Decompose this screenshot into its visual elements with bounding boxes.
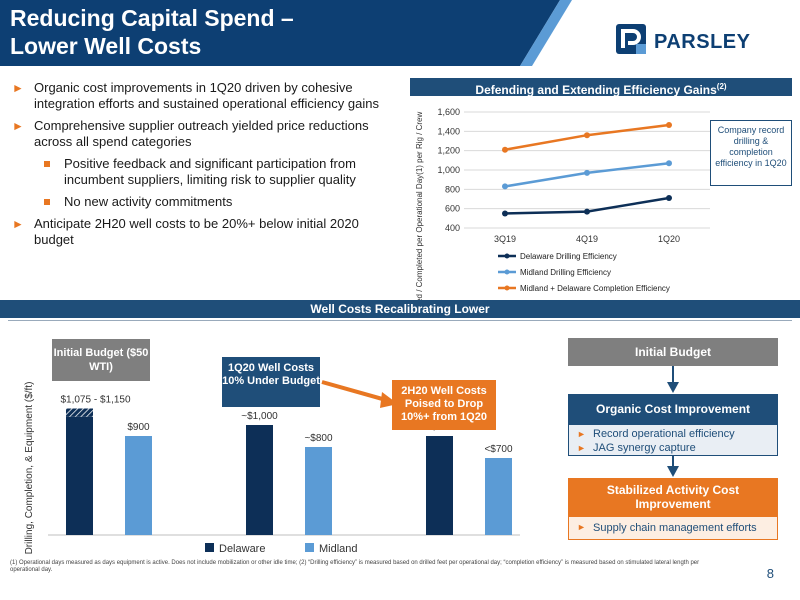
page-number: 8 bbox=[766, 566, 774, 581]
efficiency-title-text: Defending and Extending Efficiency Gains bbox=[475, 83, 717, 97]
organic-cost-list: Record operational efficiency JAG synerg… bbox=[568, 424, 778, 456]
bar-value-label: $1,075 - $1,150 bbox=[60, 395, 130, 406]
flow-organic-cost-improvement: Organic Cost Improvement bbox=[568, 394, 778, 424]
orange-arrow-icon bbox=[321, 380, 398, 408]
title-line-2: Lower Well Costs bbox=[10, 33, 202, 59]
flow-initial-budget: Initial Budget bbox=[568, 338, 778, 366]
bullet-list: Organic cost improvements in 1Q20 driven… bbox=[12, 80, 392, 254]
line-x-tick-label: 1Q20 bbox=[658, 234, 680, 244]
organic-item-1: Record operational efficiency bbox=[577, 427, 777, 441]
line-point bbox=[502, 183, 508, 190]
line-y-tick-label: 800 bbox=[445, 184, 460, 194]
line-point bbox=[502, 146, 508, 153]
line-point bbox=[502, 210, 508, 217]
bullet-3: Anticipate 2H20 well costs to be 20%+ be… bbox=[12, 216, 392, 248]
line-point bbox=[666, 122, 672, 129]
line-x-tick-label: 3Q19 bbox=[494, 234, 516, 244]
footnote: (1) Operational days measured as days eq… bbox=[10, 560, 700, 573]
efficiency-title-footnote: (2) bbox=[716, 82, 727, 91]
line-legend-marker bbox=[504, 269, 510, 275]
well-costs-bar-chart: Drilling, Completion, & Equipment ($/ft)… bbox=[20, 330, 560, 560]
page-title: Reducing Capital Spend – Lower Well Cost… bbox=[10, 4, 530, 60]
line-legend-label: Delaware Drilling Efficiency bbox=[520, 252, 617, 261]
down-arrow-icon bbox=[667, 366, 679, 393]
bullet-2: Comprehensive supplier outreach yielded … bbox=[12, 118, 392, 150]
bar-delaware bbox=[66, 416, 93, 535]
bar-legend-swatch bbox=[305, 543, 314, 552]
sub-bullet-1: Positive feedback and significant partic… bbox=[12, 156, 392, 188]
initial-budget-label: Initial Budget ($50 WTI) bbox=[52, 339, 150, 381]
line-y-tick-label: 1,600 bbox=[437, 107, 460, 117]
line-legend-marker bbox=[504, 253, 510, 259]
efficiency-line-chart: Footage Drilled / Completed per Operatio… bbox=[410, 100, 800, 348]
line-y-tick-label: 600 bbox=[445, 204, 460, 214]
bar-value-label: ~$800 bbox=[304, 433, 333, 444]
well-costs-chart-svg: Drilling, Completion, & Equipment ($/ft)… bbox=[24, 382, 520, 555]
well-costs-frame bbox=[8, 320, 792, 550]
line-point bbox=[584, 132, 590, 139]
bar-midland bbox=[125, 436, 152, 535]
line-point bbox=[584, 169, 590, 176]
down-arrow-icon-2 bbox=[667, 456, 679, 477]
organic-item-2: JAG synergy capture bbox=[577, 441, 777, 455]
logo-text: PARSLEY bbox=[654, 31, 751, 53]
line-point bbox=[666, 195, 672, 202]
bar-delaware bbox=[246, 425, 273, 535]
bar-legend-label: Midland bbox=[319, 543, 358, 555]
bullet-1: Organic cost improvements in 1Q20 driven… bbox=[12, 80, 392, 112]
parsley-logo: PARSLEY bbox=[614, 22, 786, 58]
bar-midland bbox=[305, 447, 332, 535]
line-y-tick-label: 400 bbox=[445, 223, 460, 233]
well-costs-section-title: Well Costs Recalibrating Lower bbox=[0, 300, 800, 318]
h2-well-costs-label: 2H20 Well Costs Poised to Drop 10%+ from… bbox=[392, 380, 496, 430]
bar-midland bbox=[485, 458, 512, 535]
bar-value-label: $900 bbox=[127, 422, 150, 433]
stabilized-item-1: Supply chain management efforts bbox=[577, 522, 777, 534]
bar-legend-swatch bbox=[205, 543, 214, 552]
bar-value-label: ~$1,000 bbox=[241, 411, 278, 422]
line-x-tick-label: 4Q19 bbox=[576, 234, 598, 244]
efficiency-chart-svg: Footage Drilled / Completed per Operatio… bbox=[415, 107, 710, 348]
line-legend-label: Midland Drilling Efficiency bbox=[520, 268, 611, 277]
bar-value-label: <$700 bbox=[484, 444, 513, 455]
header-background bbox=[0, 0, 800, 66]
bar-delaware-range bbox=[66, 408, 93, 417]
efficiency-section-title: Defending and Extending Efficiency Gains… bbox=[410, 78, 792, 97]
line-point bbox=[584, 208, 590, 215]
line-y-tick-label: 1,200 bbox=[437, 146, 460, 156]
line-y-tick-label: 1,000 bbox=[437, 165, 460, 175]
line-y-tick-label: 1,400 bbox=[437, 126, 460, 136]
logo-mark-icon bbox=[616, 24, 646, 54]
record-efficiency-callout: Company record drilling & completion eff… bbox=[710, 120, 792, 186]
line-chart-ylabel: Footage Drilled / Completed per Operatio… bbox=[415, 112, 424, 300]
bar-delaware bbox=[426, 436, 453, 535]
title-line-1: Reducing Capital Spend – bbox=[10, 5, 294, 31]
header-banner bbox=[0, 0, 800, 66]
line-point bbox=[666, 160, 672, 167]
line-legend-label: Midland + Delaware Completion Efficiency bbox=[520, 284, 670, 293]
sub-bullet-2: No new activity commitments bbox=[12, 194, 392, 210]
bar-legend-label: Delaware bbox=[219, 543, 265, 555]
stabilized-activity-list: Supply chain management efforts bbox=[568, 516, 778, 540]
q1-well-costs-label: 1Q20 Well Costs 10% Under Budget bbox=[222, 357, 320, 407]
flow-stabilized-activity: Stabilized Activity Cost Improvement bbox=[568, 478, 778, 516]
bar-chart-ylabel: Drilling, Completion, & Equipment ($/ft) bbox=[24, 382, 35, 555]
line-legend-marker bbox=[504, 285, 510, 291]
